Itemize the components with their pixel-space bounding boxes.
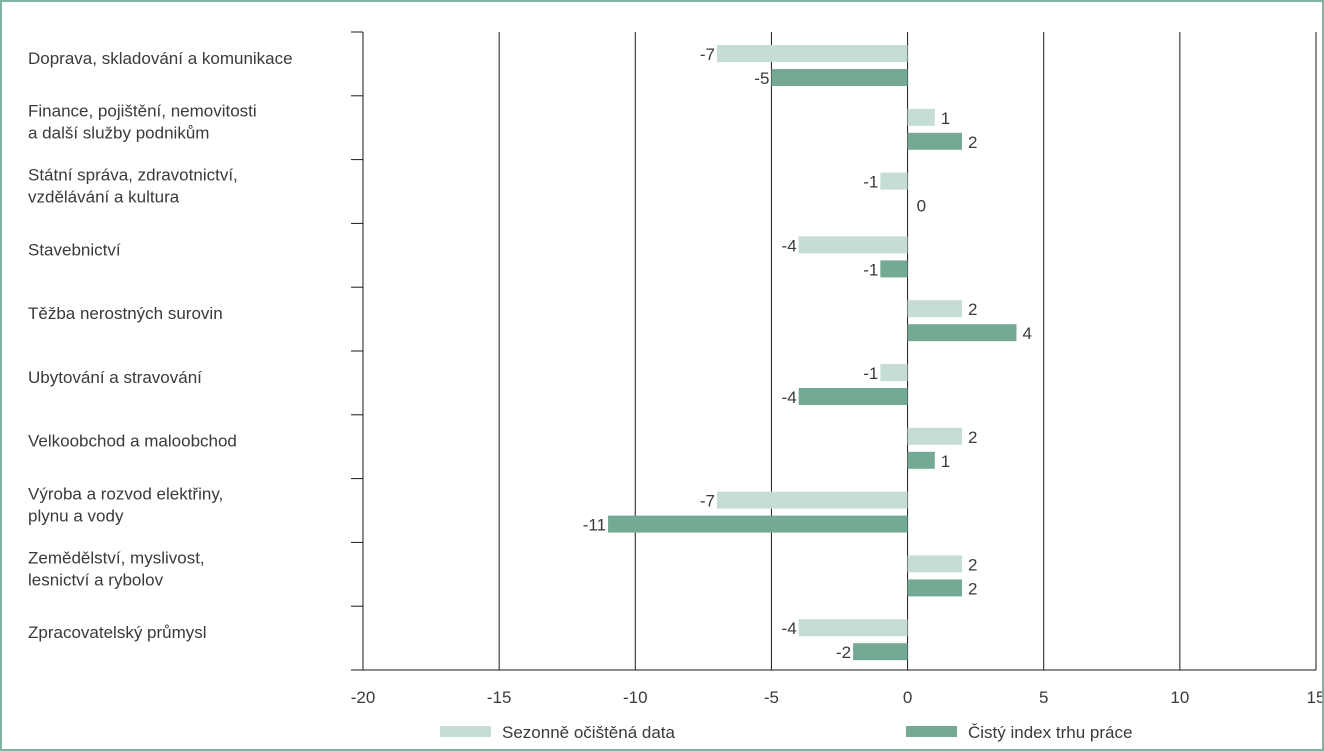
data-label: -1 [863,173,878,192]
data-label: 1 [941,452,950,471]
x-tick-label: 0 [903,688,912,707]
data-label: -1 [863,364,878,383]
data-label: -4 [782,619,797,638]
x-tick-label: 10 [1170,688,1189,707]
bar-index [907,324,1017,342]
bar-seasonal [880,364,908,381]
bar-seasonal [907,300,963,318]
data-label: -1 [863,260,878,279]
category-label: Doprava, skladování a komunikace [28,49,293,68]
bar-index [907,579,963,597]
data-label: 2 [968,579,977,598]
x-tick-label: 15 [1307,688,1322,707]
x-tick-label: -10 [623,688,648,707]
category-label: Zemědělství, myslivost, lesnictví a rybol… [28,548,205,589]
legend-swatch [440,726,491,737]
category-label: Stavebnictví [28,240,121,259]
x-tick-label: 5 [1039,688,1048,707]
data-label: -4 [782,236,797,255]
category-label: Velkoobchod a maloobchod [28,432,237,451]
category-label: Výroba a rozvod elektřiny, plynu a vody [28,485,223,526]
bar-index [798,388,908,405]
bar-seasonal [907,555,963,573]
category-label: Zpracovatelský průmysl [28,623,207,642]
data-label: -5 [754,69,769,88]
category-label: Ubytování a stravování [28,368,202,387]
data-label: -7 [700,45,715,64]
data-label: 2 [968,555,977,574]
x-tick-label: -5 [764,688,779,707]
bar-seasonal [716,45,908,62]
data-label: -2 [836,643,851,662]
data-label: -7 [700,492,715,511]
data-label: -11 [583,516,606,535]
data-label: 0 [917,197,926,216]
data-label: 2 [968,428,977,447]
bar-seasonal [798,236,908,254]
data-label: 4 [1022,324,1031,343]
bar-index [907,451,935,469]
legend-label: Sezonně očištěná data [502,723,676,742]
data-label: 2 [968,133,977,152]
x-tick-label: -20 [351,688,376,707]
bar-seasonal [880,172,908,190]
bar-seasonal [716,491,908,509]
category-label: Finance, pojištění, nemovitosti a další s… [28,102,257,143]
legend-swatch [906,726,957,737]
bar-index [853,643,908,661]
x-tick-label: -15 [487,688,512,707]
data-label: -4 [782,388,797,407]
bar-index [608,515,908,533]
legend-label: Čistý index trhu práce [968,723,1132,742]
category-label: Státní správa, zdravotnictví, vzdělávání … [28,166,238,207]
data-label: 2 [968,300,977,319]
bar-index [907,132,963,150]
bar-index [771,69,908,86]
data-label: 1 [941,109,950,128]
bar-seasonal [907,427,963,445]
bar-seasonal [798,619,908,637]
bar-index [880,260,908,278]
category-label: Těžba nerostných surovin [28,304,223,323]
bar-seasonal [907,108,935,126]
